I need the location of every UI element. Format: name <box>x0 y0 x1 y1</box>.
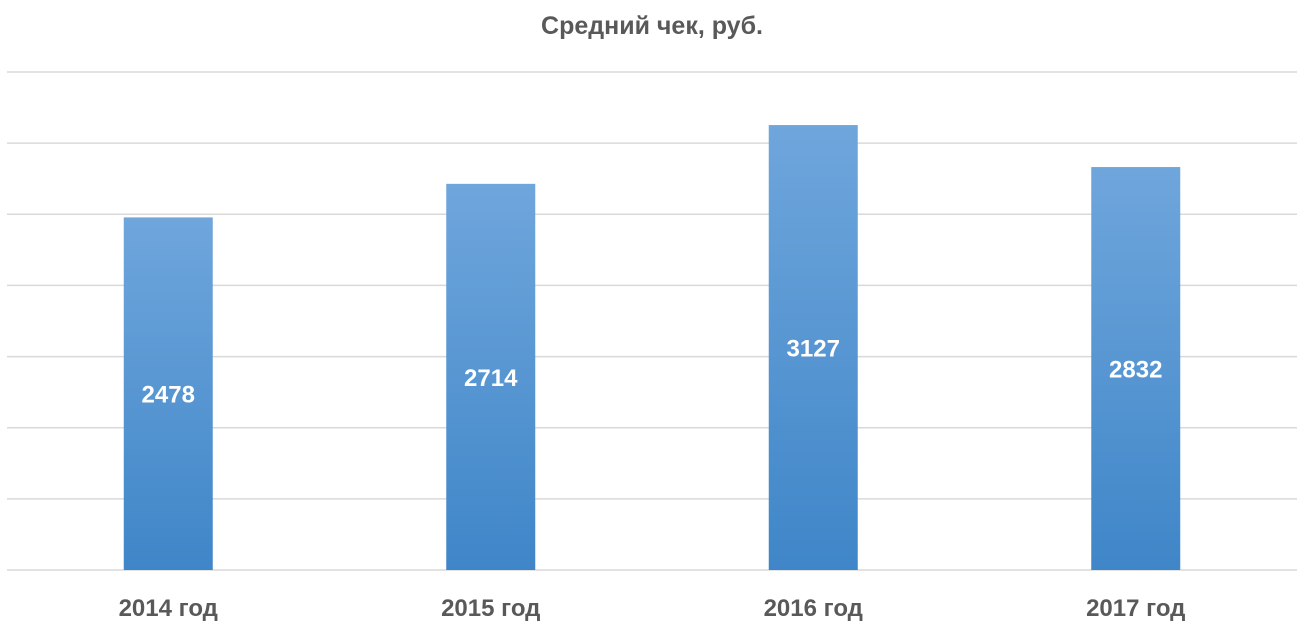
bar <box>123 217 213 570</box>
data-label: 3127 <box>787 336 840 363</box>
data-label: 2478 <box>142 382 195 409</box>
category-label: 2015 год <box>441 595 540 622</box>
category-label: 2014 год <box>119 595 218 622</box>
category-label: 2016 год <box>764 595 863 622</box>
category-label: 2017 год <box>1086 595 1185 622</box>
bar <box>1091 167 1181 570</box>
chart-title: Средний чек, руб. <box>541 12 763 40</box>
data-label: 2714 <box>464 365 518 392</box>
bar <box>768 125 858 570</box>
data-label: 2832 <box>1109 357 1162 384</box>
bar <box>446 183 536 570</box>
